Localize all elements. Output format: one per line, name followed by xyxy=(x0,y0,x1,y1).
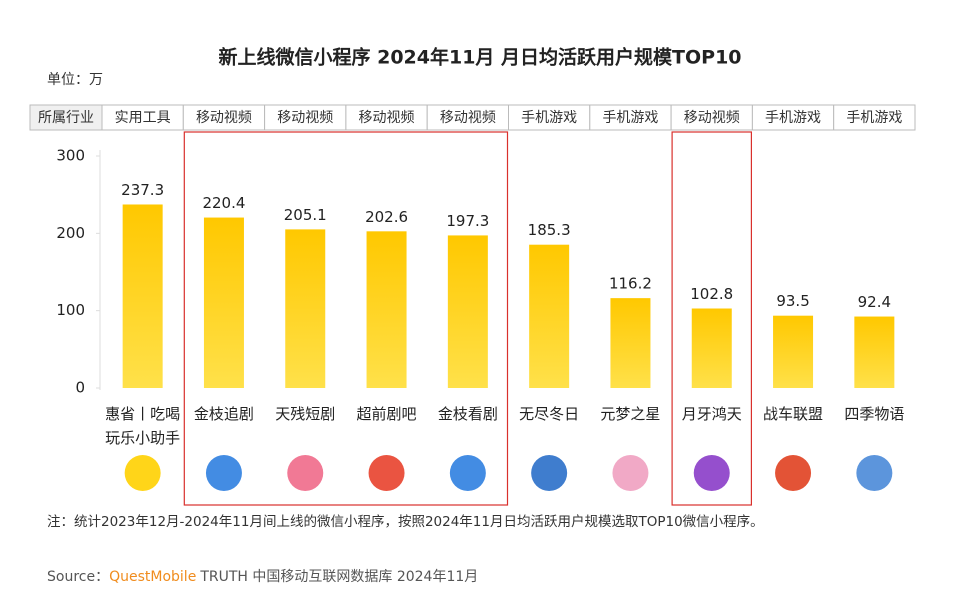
y-tick-label: 100 xyxy=(56,301,85,319)
y-tick-label: 0 xyxy=(75,379,85,397)
industry-label: 实用工具 xyxy=(115,110,171,126)
industry-label: 移动视频 xyxy=(277,110,333,126)
industry-label: 手机游戏 xyxy=(765,110,821,126)
industry-header: 所属行业 xyxy=(38,110,94,126)
x-tick-label: 金枝看剧 xyxy=(437,405,498,423)
highlight-box xyxy=(183,131,509,506)
y-tick-label: 200 xyxy=(56,224,85,242)
app-icon xyxy=(124,455,161,491)
industry-label: 手机游戏 xyxy=(846,110,902,126)
app-icon xyxy=(449,455,486,491)
x-tick-label: 战车联盟 xyxy=(763,405,824,423)
bar xyxy=(366,231,407,388)
x-tick-label: 元梦之星 xyxy=(600,405,661,423)
value-label: 102.8 xyxy=(690,285,733,303)
highlight-box xyxy=(671,131,752,506)
bar xyxy=(773,315,814,388)
x-tick-label: 超前剧吧 xyxy=(356,405,417,423)
industry-cell xyxy=(670,104,753,131)
value-label: 93.5 xyxy=(776,292,809,310)
x-tick-label: 月牙鸿天 xyxy=(681,405,742,423)
y-tick-label: 300 xyxy=(56,147,85,165)
value-label: 116.2 xyxy=(609,275,652,293)
value-label: 237.3 xyxy=(121,181,164,199)
bar xyxy=(447,235,488,388)
industry-label: 移动视频 xyxy=(440,110,496,126)
chart-title: 新上线微信小程序 2024年11月 月日均活跃用户规模TOP10 xyxy=(218,46,741,69)
x-tick-label: 无尽冬日 xyxy=(519,405,580,423)
value-label: 197.3 xyxy=(446,212,489,230)
bar xyxy=(529,244,570,388)
x-tick-label: 四季物语 xyxy=(844,405,905,423)
industry-label: 手机游戏 xyxy=(521,110,577,126)
app-icon xyxy=(368,455,405,491)
app-icon xyxy=(775,455,812,491)
app-icon xyxy=(205,455,242,491)
value-label: 92.4 xyxy=(858,293,891,311)
industry-cell xyxy=(508,104,591,131)
unit-label: 单位：万 xyxy=(47,72,103,88)
value-label: 185.3 xyxy=(528,221,571,239)
app-icon xyxy=(693,455,730,491)
industry-label: 移动视频 xyxy=(684,110,740,126)
industry-label: 移动视频 xyxy=(359,110,415,126)
source-label: Source： xyxy=(47,569,109,585)
source: Source：QuestMobile TRUTH 中国移动互联网数据库 2024年… xyxy=(47,569,478,585)
bar xyxy=(610,298,651,388)
value-label: 205.1 xyxy=(284,206,327,224)
industry-cell xyxy=(182,104,266,131)
industry-cell xyxy=(345,104,428,131)
bar xyxy=(691,308,732,388)
bar xyxy=(122,204,163,388)
industry-label: 移动视频 xyxy=(196,110,252,126)
note: 注：统计2023年12月-2024年11月间上线的微信小程序，按照2024年11… xyxy=(47,513,764,530)
industry-cell xyxy=(101,104,184,131)
bar xyxy=(854,316,895,388)
app-icon xyxy=(856,455,893,491)
app-icon xyxy=(612,455,649,491)
x-tick-label: 金枝追剧 xyxy=(193,405,254,423)
value-label: 202.6 xyxy=(365,208,408,226)
bar xyxy=(285,229,326,388)
industry-label: 手机游戏 xyxy=(602,110,658,126)
value-label: 220.4 xyxy=(202,194,245,212)
source-text: TRUTH 中国移动互联网数据库 2024年11月 xyxy=(199,569,478,585)
app-icon xyxy=(531,455,568,491)
x-tick-label: 惠省丨吃喝玩乐小助手 xyxy=(105,405,181,447)
industry-cell xyxy=(833,104,916,131)
app-icon xyxy=(287,455,324,491)
bar xyxy=(203,217,244,388)
source-brand: QuestMobile xyxy=(109,569,196,585)
x-tick-label: 天残短剧 xyxy=(275,405,336,423)
